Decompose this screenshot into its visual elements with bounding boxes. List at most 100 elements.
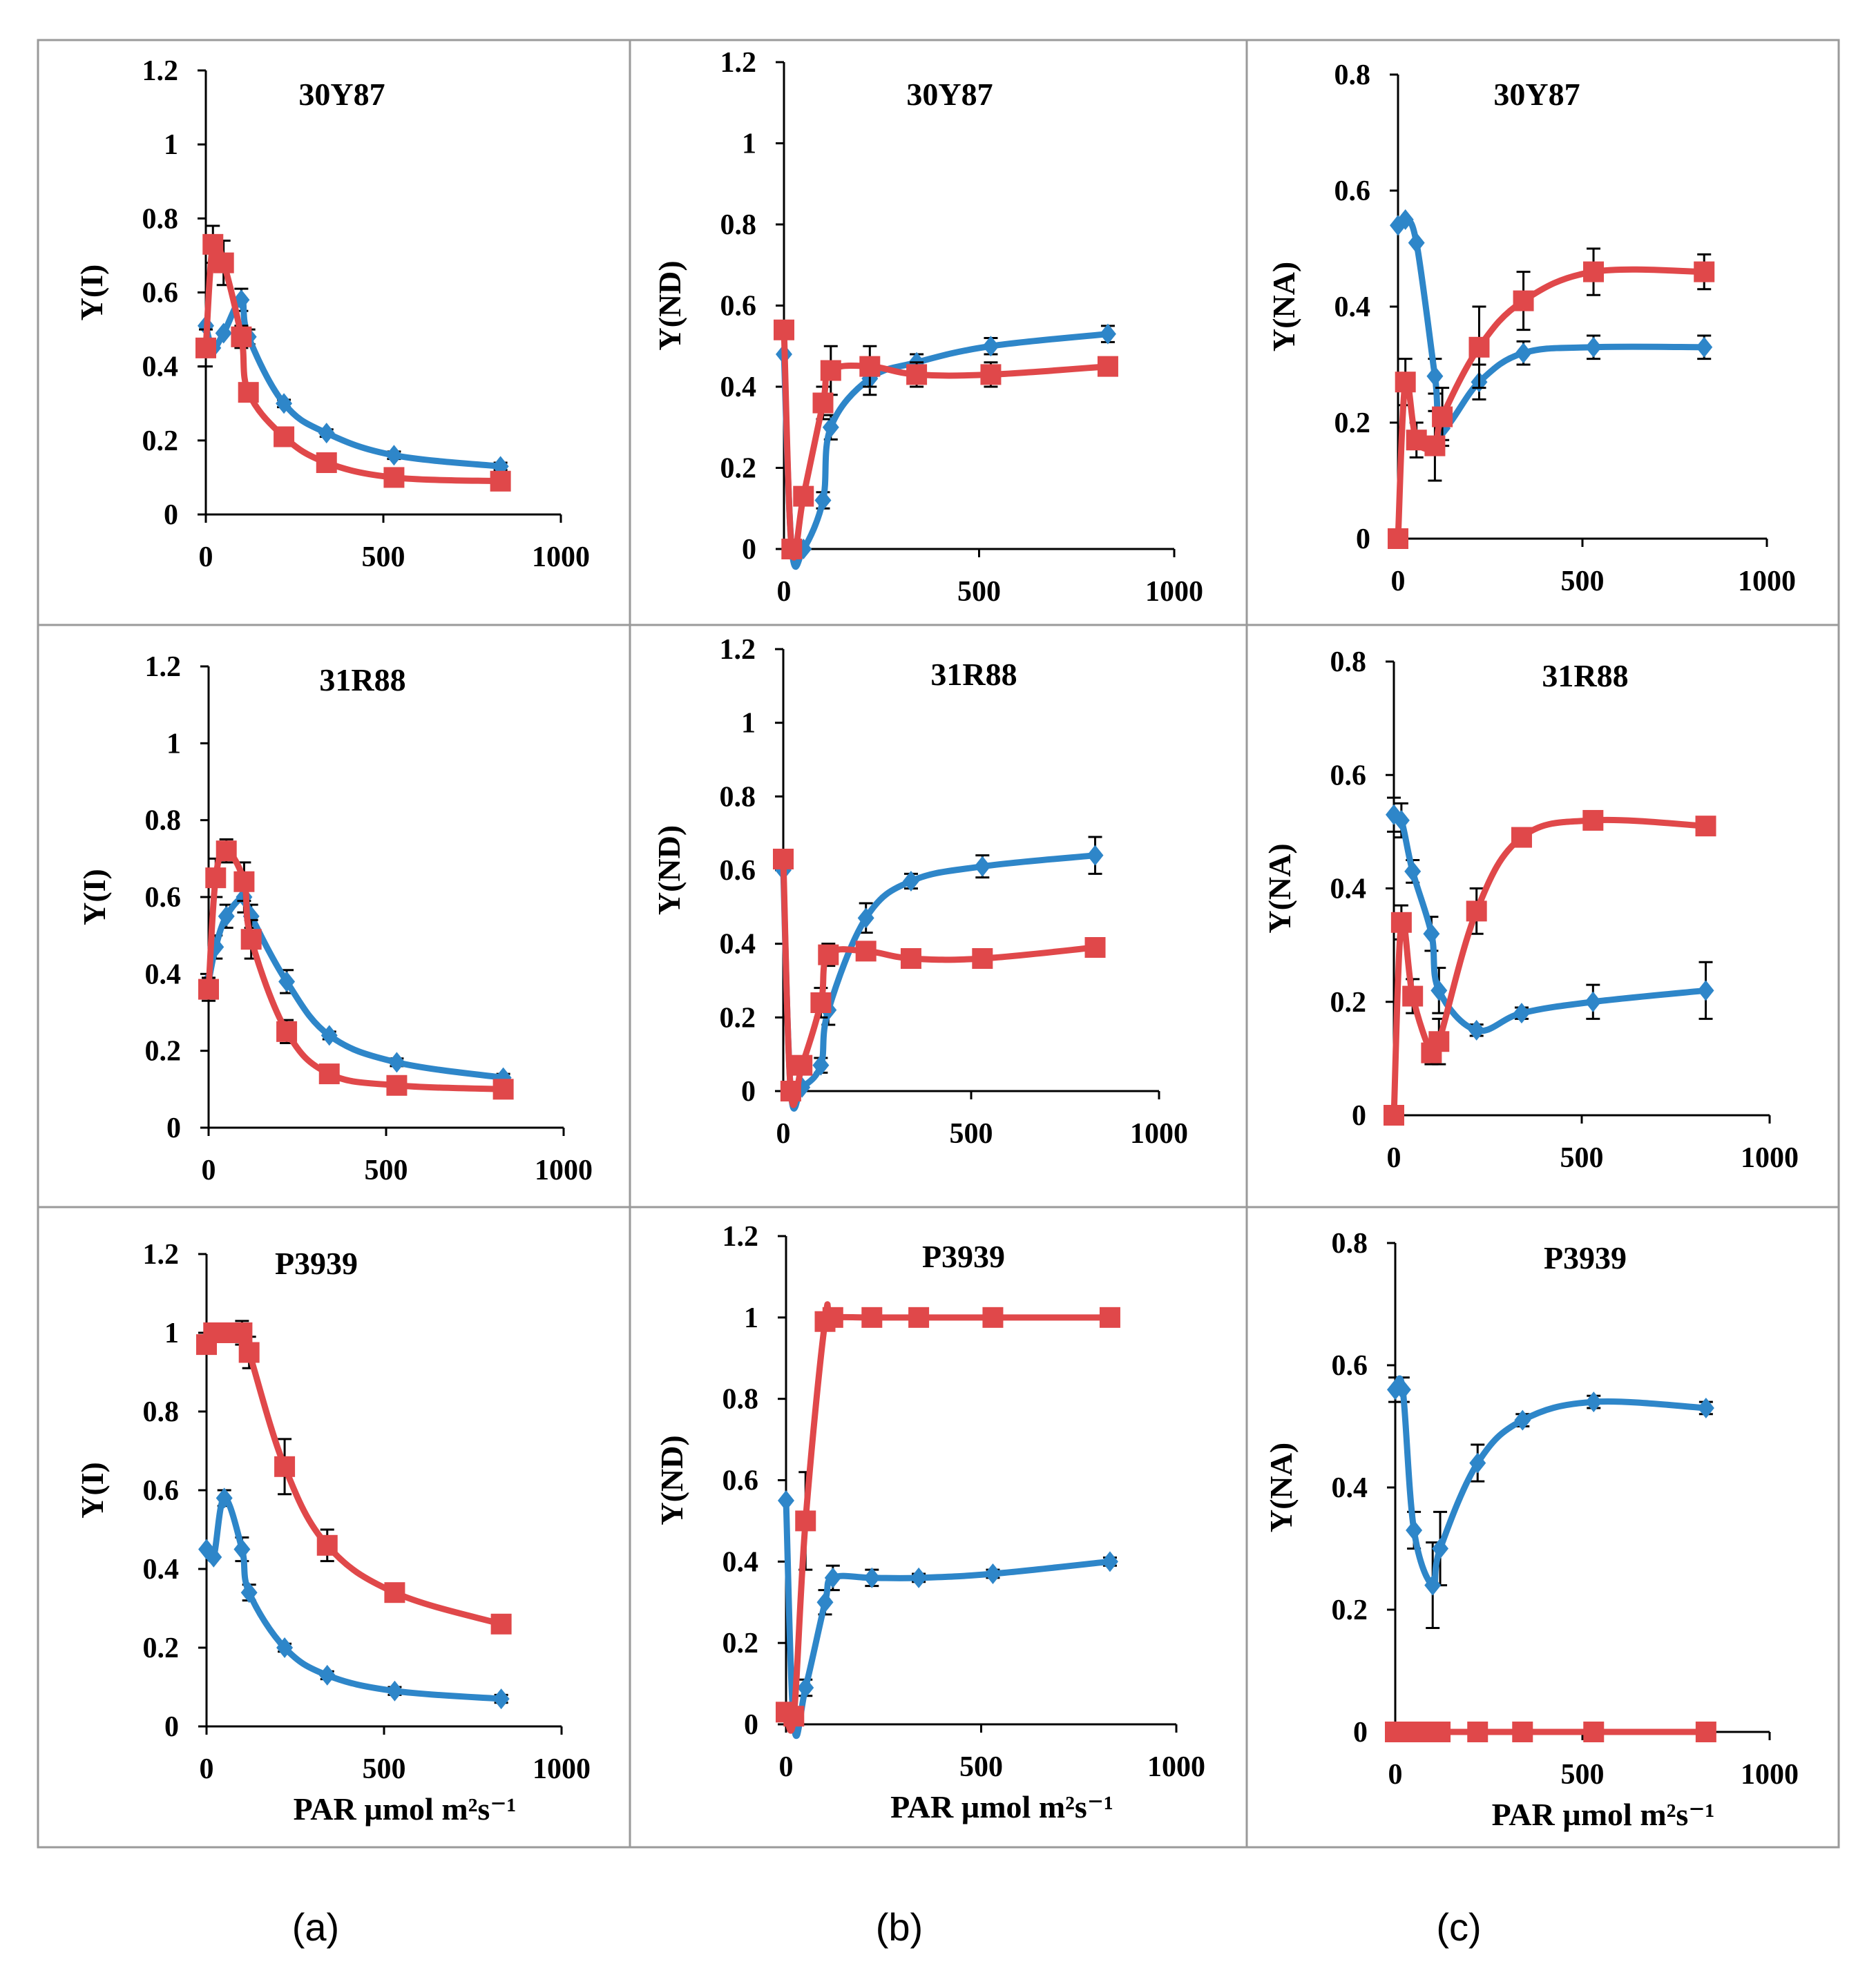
data-point — [857, 907, 874, 929]
x-tick-label: 1000 — [532, 541, 590, 573]
chart-p3939-yna: 0 0.2 0.4 0.6 0.8 0 500 1000 P3939 Y(NA) PAR µmol … — [1263, 1228, 1799, 1832]
data-point — [984, 1563, 1002, 1585]
data-point — [215, 322, 232, 344]
chart-31r88-yna: 0 0.2 0.4 0.6 0.8 0 500 1000 31R88 Y(NA) — [1262, 646, 1799, 1174]
data-point — [276, 393, 293, 414]
data-point — [1424, 435, 1446, 456]
x-tick-label: 500 — [362, 541, 405, 573]
y-tick-label: 0.6 — [720, 855, 756, 887]
y-tick-label: 0.4 — [720, 372, 757, 403]
y-tick-label: 0.2 — [1330, 987, 1367, 1019]
y-tick-label: 0.6 — [143, 1475, 180, 1507]
data-point — [386, 1680, 403, 1702]
data-point — [1585, 336, 1602, 358]
x-tick-label: 1000 — [1738, 566, 1796, 597]
data-point — [318, 423, 335, 444]
y-tick-label: 0.4 — [1330, 874, 1367, 905]
series-blue — [1390, 209, 1713, 441]
data-point — [216, 1487, 233, 1509]
series-line — [783, 1301, 1113, 1734]
y-tick-label: 1.2 — [722, 1221, 759, 1253]
data-point — [797, 1677, 814, 1698]
panel-frame — [37, 39, 631, 626]
data-point — [213, 252, 234, 273]
y-tick-label: 0.4 — [143, 1554, 180, 1586]
data-point — [980, 364, 1002, 385]
data-point — [320, 1025, 338, 1046]
y-axis-label: Y(NA) — [1262, 843, 1297, 933]
chart-title: 31R88 — [319, 662, 405, 697]
y-tick-label: 0.4 — [720, 929, 756, 961]
data-point — [205, 867, 227, 889]
x-tick-label: 1000 — [1130, 1118, 1188, 1150]
x-tick-label: 1000 — [1741, 1759, 1799, 1791]
data-point — [814, 490, 832, 511]
x-tick-label: 1000 — [535, 1155, 593, 1186]
y-tick-label: 1 — [164, 129, 178, 161]
series-blue — [778, 1490, 1118, 1740]
y-tick-label: 0 — [164, 1711, 179, 1743]
y-axis-label: Y(ND) — [654, 1435, 689, 1525]
data-point — [316, 1534, 338, 1556]
data-point — [908, 1307, 930, 1328]
data-point — [1695, 1722, 1716, 1742]
data-point — [240, 929, 262, 950]
y-tick-label: 0.4 — [722, 1546, 759, 1578]
data-point — [1696, 336, 1713, 358]
series-red — [195, 224, 511, 492]
series-blue — [1386, 796, 1714, 1041]
y-tick-label: 0.8 — [1334, 59, 1371, 91]
series-red — [776, 1301, 1120, 1734]
data-point — [774, 319, 794, 340]
series-blue — [776, 323, 1116, 570]
panel-frame — [1245, 1206, 1840, 1849]
chart-31r88-ynd: 0 0.2 0.4 0.6 0.8 1 1.2 0 500 1000 31R88 Y(ND) — [651, 634, 1188, 1150]
data-point — [1097, 356, 1118, 377]
series-blue — [1387, 1375, 1714, 1630]
data-point — [900, 948, 921, 969]
data-point — [490, 1613, 512, 1635]
y-tick-label: 0.2 — [1332, 1595, 1368, 1626]
x-tick-label: 0 — [202, 1155, 216, 1186]
y-tick-label: 0.2 — [1334, 407, 1371, 439]
data-point — [1513, 1003, 1530, 1024]
y-tick-label: 0.8 — [1332, 1228, 1368, 1260]
data-point — [1695, 816, 1716, 837]
data-point — [859, 356, 881, 377]
series-line — [1395, 266, 1707, 542]
data-point — [1582, 809, 1604, 831]
data-point — [863, 1567, 881, 1588]
data-point — [793, 485, 814, 507]
data-point — [902, 871, 919, 892]
data-point — [1694, 261, 1715, 282]
y-axis-label: Y(ND) — [651, 825, 687, 915]
y-tick-label: 0 — [164, 499, 178, 531]
data-point — [1084, 937, 1106, 958]
x-tick-label: 0 — [779, 1751, 794, 1783]
data-point — [1583, 1722, 1605, 1742]
data-point — [792, 1054, 813, 1076]
x-tick-label: 0 — [1387, 1142, 1401, 1174]
data-point — [810, 992, 832, 1013]
data-point — [1467, 1722, 1489, 1742]
x-tick-label: 0 — [1388, 1759, 1403, 1791]
y-tick-label: 1.2 — [720, 634, 756, 666]
data-point — [1099, 323, 1116, 345]
series-red — [198, 838, 514, 1100]
chart-title: 31R88 — [930, 657, 1017, 692]
y-tick-label: 0 — [744, 1709, 758, 1741]
data-point — [388, 1052, 405, 1073]
data-point — [274, 1456, 296, 1477]
x-tick-label: 1000 — [1741, 1142, 1799, 1174]
y-tick-label: 0.8 — [143, 1396, 180, 1428]
x-axis-label: PAR µmol m²s⁻¹ — [890, 1789, 1113, 1824]
series-red — [773, 849, 1106, 1108]
chart-title: P3939 — [1544, 1240, 1627, 1275]
data-point — [795, 1510, 816, 1532]
data-point — [231, 326, 252, 347]
data-point — [1087, 845, 1104, 866]
series-blue — [198, 1487, 510, 1710]
y-axis-label: Y(NA) — [1263, 1443, 1299, 1532]
data-point — [1469, 1452, 1486, 1474]
data-point — [812, 1054, 830, 1076]
